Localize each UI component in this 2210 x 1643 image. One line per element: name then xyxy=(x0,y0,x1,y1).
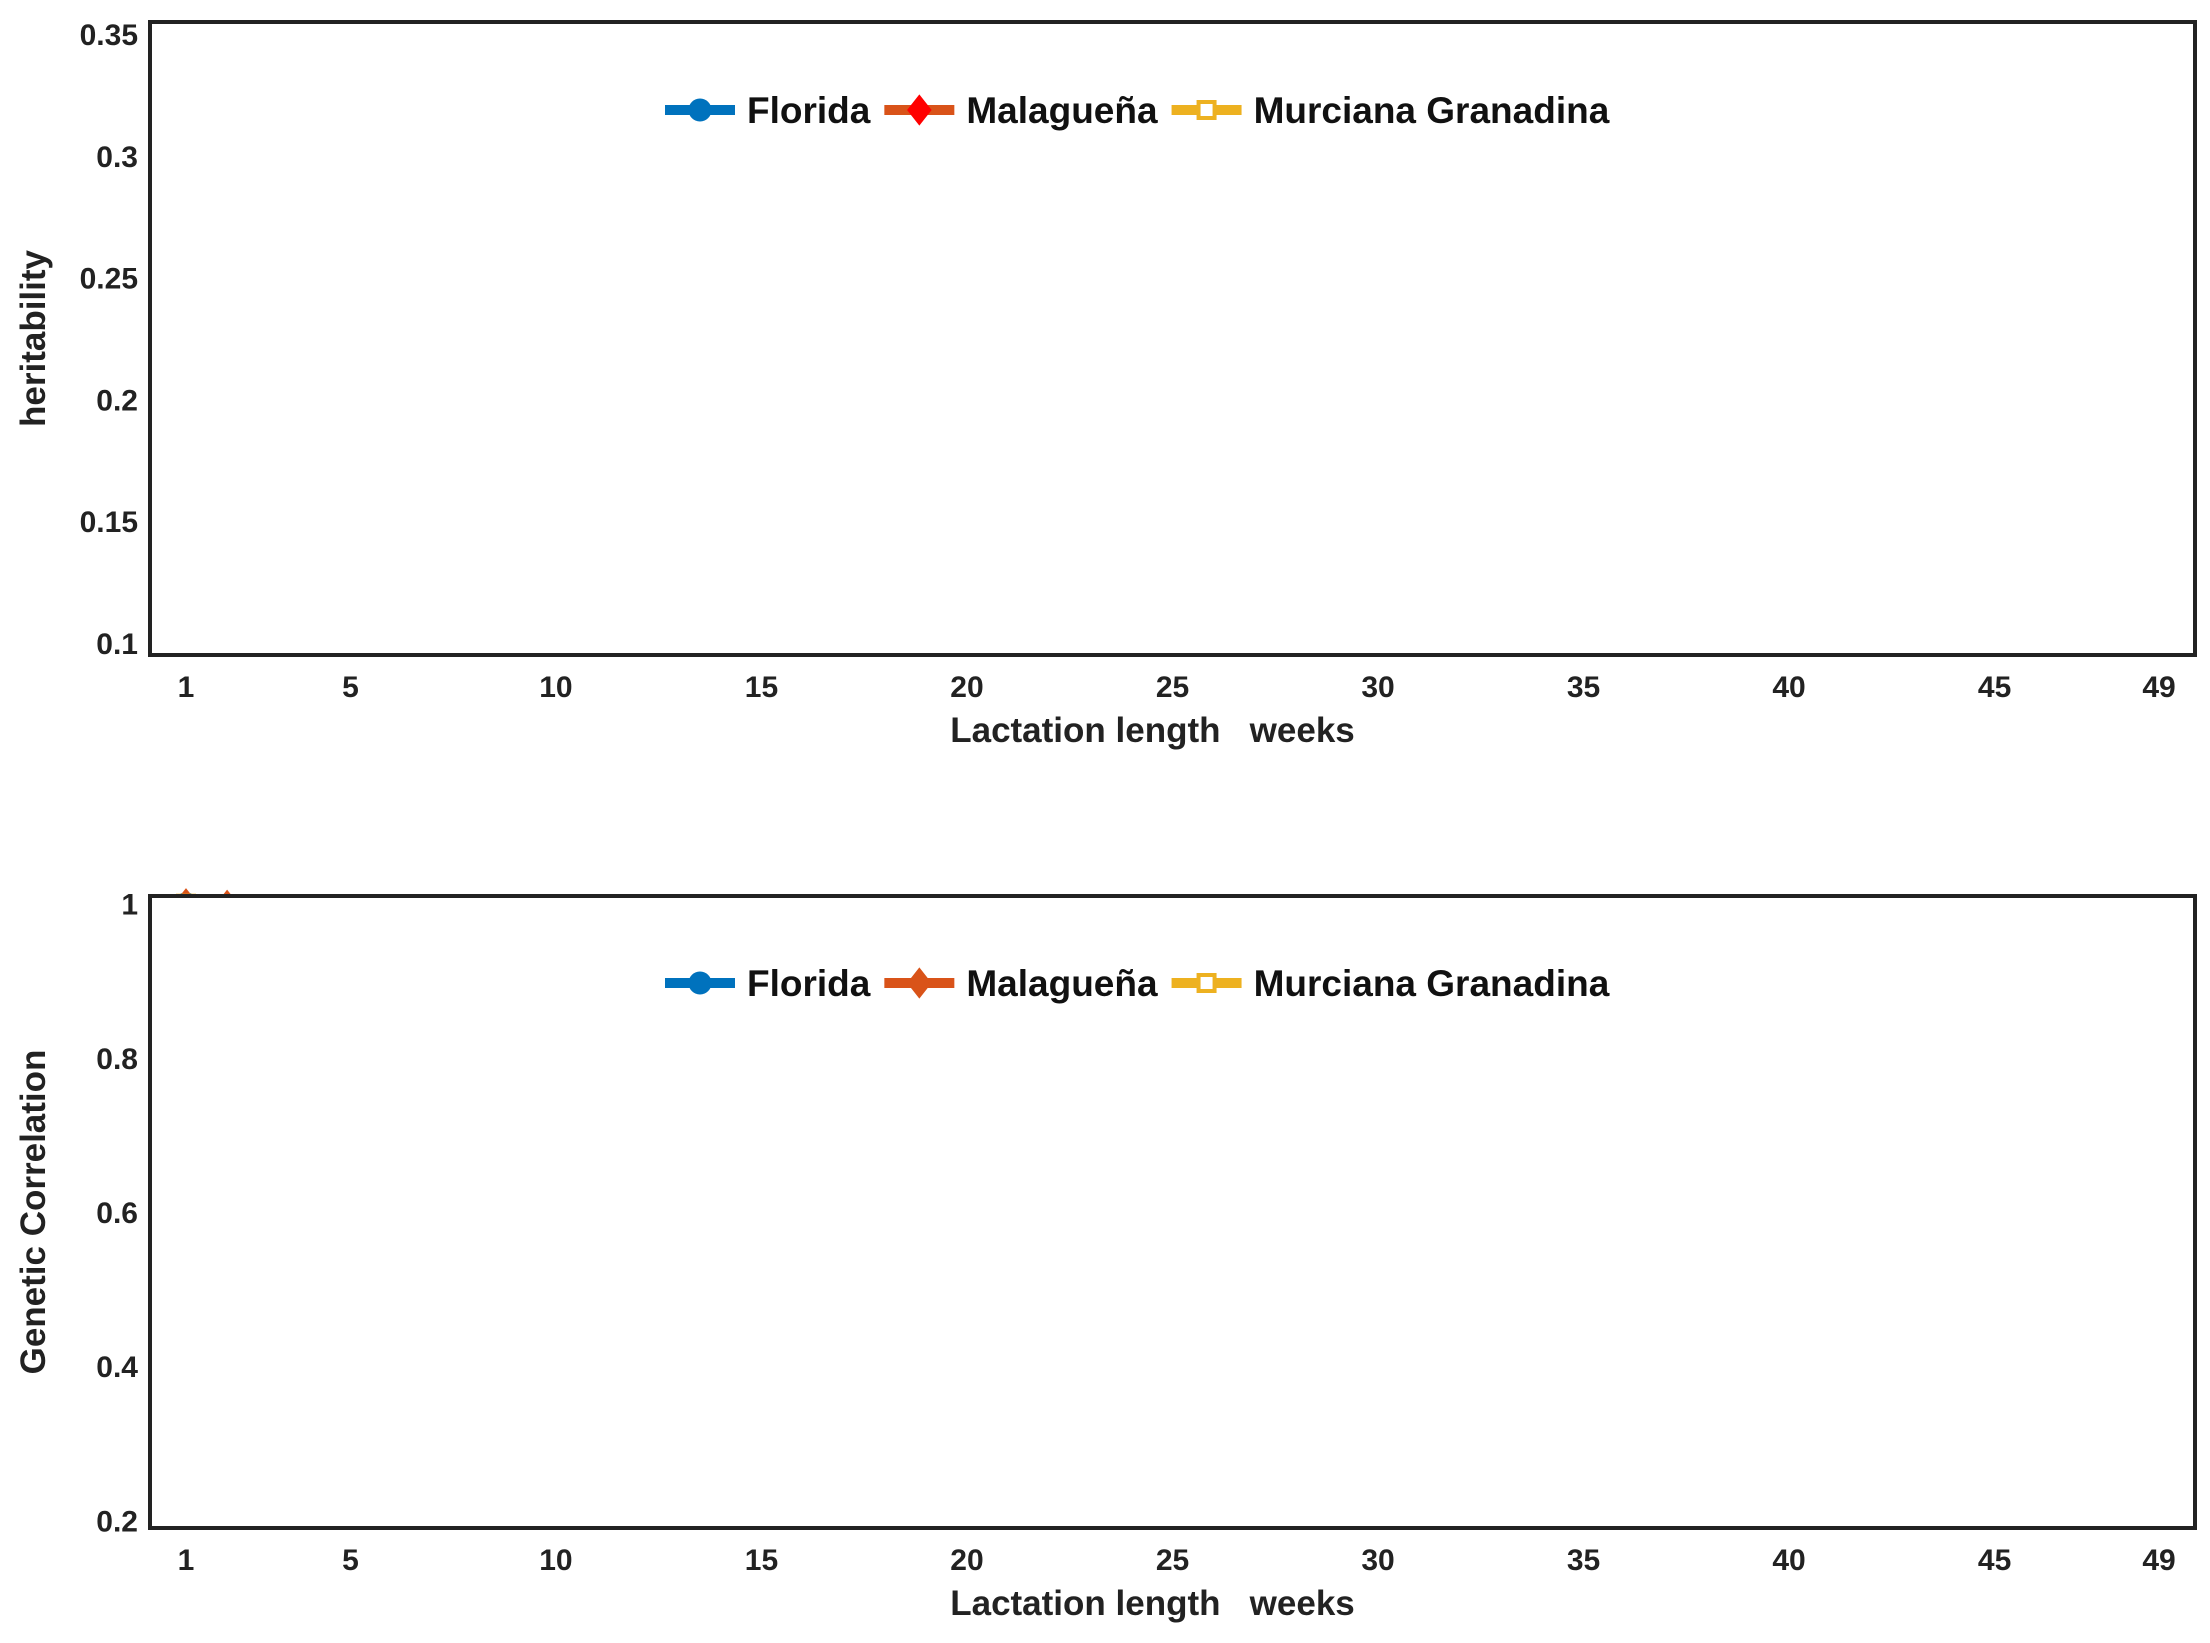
x-tick-label: 1 xyxy=(178,671,195,704)
x-tick-label: 35 xyxy=(1567,1544,1600,1577)
legend-marker-malaguena xyxy=(907,967,932,999)
y-tick-label: 0.15 xyxy=(80,506,138,539)
x-tick-label: 45 xyxy=(1978,1544,2011,1577)
legend-marker-murciana-granadina xyxy=(1196,100,1217,120)
x-tick-label: 20 xyxy=(950,671,983,704)
x-tick-label: 45 xyxy=(1978,671,2011,704)
y-tick-label: 0.6 xyxy=(96,1197,138,1230)
y-tick-label: 0.1 xyxy=(96,628,138,661)
legend-marker-florida xyxy=(688,98,712,122)
legend: Florida Malagueña Murciana Granadina xyxy=(665,90,1610,131)
x-axis-title: Lactation length weeks xyxy=(950,711,1355,750)
legend-item-malaguena: Malagueña xyxy=(884,963,1158,1004)
y-tick-label: 1 xyxy=(121,889,138,922)
y-tick-label: 0.25 xyxy=(80,263,138,296)
x-tick-label: 49 xyxy=(2142,671,2175,704)
legend-label-murciana-granadina: Murciana Granadina xyxy=(1254,963,1610,1004)
legend-item-malaguena: Malagueña xyxy=(884,90,1158,131)
x-tick-label: 10 xyxy=(539,1544,572,1577)
heritability-panel: 1 5 10 15 20 25 30 35 40 45 490.10.150.20.250.30.3… xyxy=(14,19,2197,750)
x-tick-label: 25 xyxy=(1156,671,1189,704)
x-axis-title: Lactation length weeks xyxy=(950,1584,1355,1623)
y-axis-title: heritability xyxy=(14,249,53,427)
y-tick-label: 0.2 xyxy=(96,1505,138,1538)
legend-label-malaguena: Malagueña xyxy=(966,963,1158,1004)
y-tick-label: 0.4 xyxy=(96,1351,138,1384)
x-tick-label: 15 xyxy=(745,671,778,704)
x-tick-label: 15 xyxy=(745,1544,778,1577)
plot-frame xyxy=(148,20,2197,657)
y-tick-label: 0.2 xyxy=(96,384,138,417)
legend-marker-florida xyxy=(688,971,712,995)
x-tick-label: 40 xyxy=(1772,671,1805,704)
x-tick-label: 1 xyxy=(178,1544,195,1577)
genetic-correlation-panel: 1 5 10 15 20 25 30 35 40 45 490.20.40.60.81Lactati… xyxy=(14,888,2197,1623)
x-tick-label: 30 xyxy=(1361,1544,1394,1577)
legend-label-malaguena: Malagueña xyxy=(966,90,1158,131)
x-tick-label: 5 xyxy=(342,1544,359,1577)
x-tick-label: 20 xyxy=(950,1544,983,1577)
y-tick-label: 0.8 xyxy=(96,1043,138,1076)
x-tick-label: 5 xyxy=(342,671,359,704)
legend-item-florida: Florida xyxy=(665,90,871,131)
y-tick-label: 0.35 xyxy=(80,19,138,52)
x-tick-label: 49 xyxy=(2142,1544,2175,1577)
x-tick-label: 40 xyxy=(1772,1544,1805,1577)
x-tick-label: 10 xyxy=(539,671,572,704)
legend-item-florida: Florida xyxy=(665,963,871,1004)
x-tick-label: 30 xyxy=(1361,671,1394,704)
legend-label-florida: Florida xyxy=(747,963,871,1004)
legend-marker-malaguena xyxy=(907,94,932,126)
x-tick-label: 25 xyxy=(1156,1544,1189,1577)
y-axis-title: Genetic Correlation xyxy=(14,1050,53,1375)
legend-label-florida: Florida xyxy=(747,90,871,131)
legend-item-murciana-granadina: Murciana Granadina xyxy=(1171,90,1610,131)
legend-marker-murciana-granadina xyxy=(1196,973,1217,993)
x-tick-label: 35 xyxy=(1567,671,1600,704)
y-tick-label: 0.3 xyxy=(96,141,138,174)
legend-item-murciana-granadina: Murciana Granadina xyxy=(1171,963,1610,1004)
legend-label-murciana-granadina: Murciana Granadina xyxy=(1254,90,1610,131)
legend: Florida Malagueña Murciana Granadina xyxy=(665,963,1610,1004)
plot-frame xyxy=(148,894,2197,1530)
